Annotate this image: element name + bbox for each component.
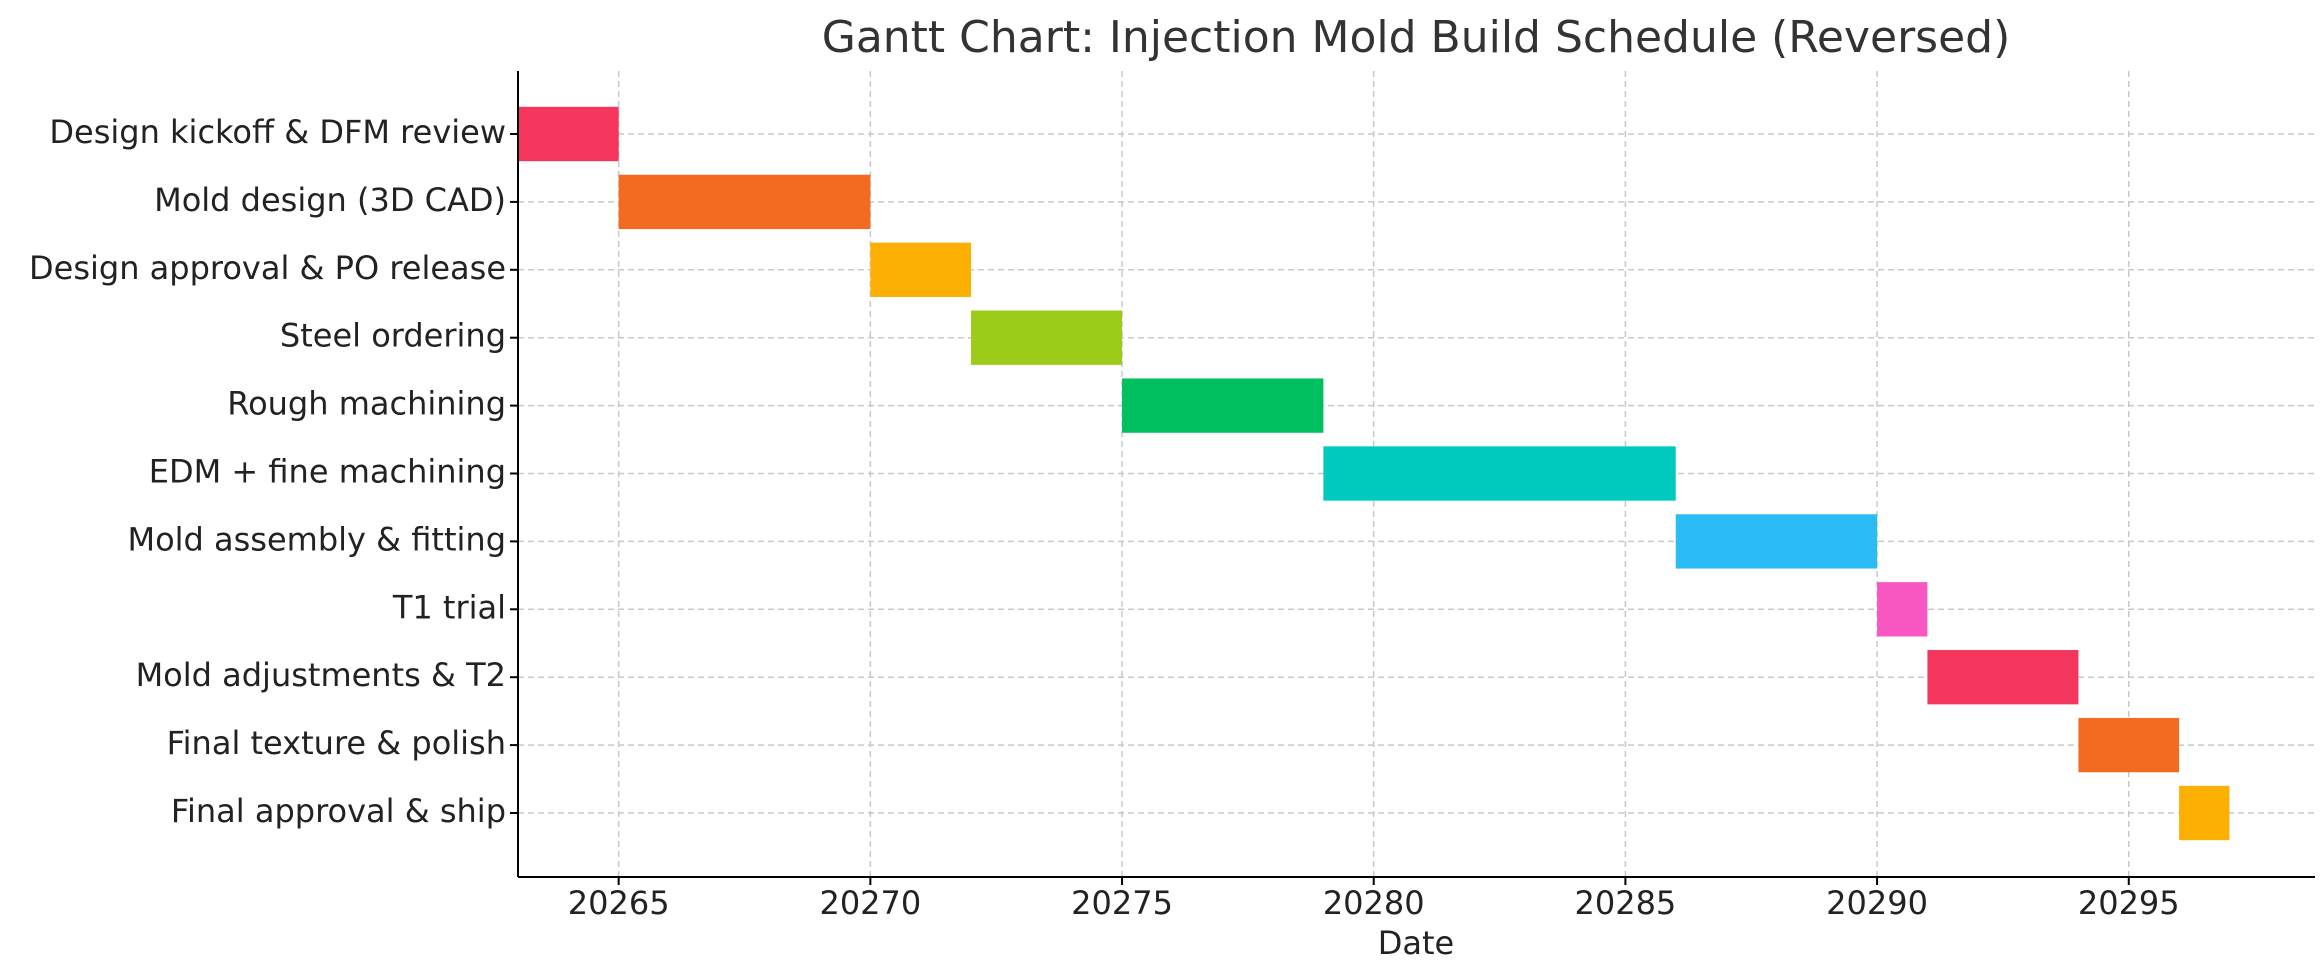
chart-title: Gantt Chart: Injection Mold Build Schedu… xyxy=(822,12,2011,63)
bar xyxy=(1927,650,2079,705)
x-tick-label: 20280 xyxy=(1323,884,1425,922)
bar xyxy=(2179,785,2230,841)
x-tick-label: 20265 xyxy=(568,884,670,922)
bar xyxy=(618,174,871,230)
bar xyxy=(1122,378,1324,433)
y-tick-label: Design approval & PO release xyxy=(29,249,506,287)
bar xyxy=(1675,514,1878,569)
bar xyxy=(971,310,1123,365)
bar xyxy=(1877,582,1928,637)
bar xyxy=(2078,717,2180,773)
y-tick-label: Final texture & polish xyxy=(167,724,506,762)
y-tick-label: Design kickoff & DFM review xyxy=(49,113,506,151)
y-tick-label: Mold assembly & fitting xyxy=(127,520,506,558)
y-tick-label: Steel ordering xyxy=(280,317,506,355)
bar xyxy=(870,242,972,297)
x-tick-label: 20285 xyxy=(1574,884,1676,922)
x-axis-label: Date xyxy=(1378,924,1454,962)
y-tick-label: Mold adjustments & T2 xyxy=(136,656,506,694)
y-tick-label: EDM + fine machining xyxy=(149,453,506,491)
y-tick-label: Mold design (3D CAD) xyxy=(154,181,506,219)
bar xyxy=(1323,446,1676,501)
x-tick-label: 20270 xyxy=(819,884,921,922)
y-tick-label: Rough machining xyxy=(227,385,506,423)
y-tick-label: Final approval & ship xyxy=(171,792,506,830)
x-tick-label: 20295 xyxy=(2078,884,2180,922)
bar xyxy=(518,106,619,162)
x-tick-label: 20275 xyxy=(1071,884,1173,922)
y-tick-label: T1 trial xyxy=(392,588,506,626)
x-tick-label: 20290 xyxy=(1826,884,1928,922)
